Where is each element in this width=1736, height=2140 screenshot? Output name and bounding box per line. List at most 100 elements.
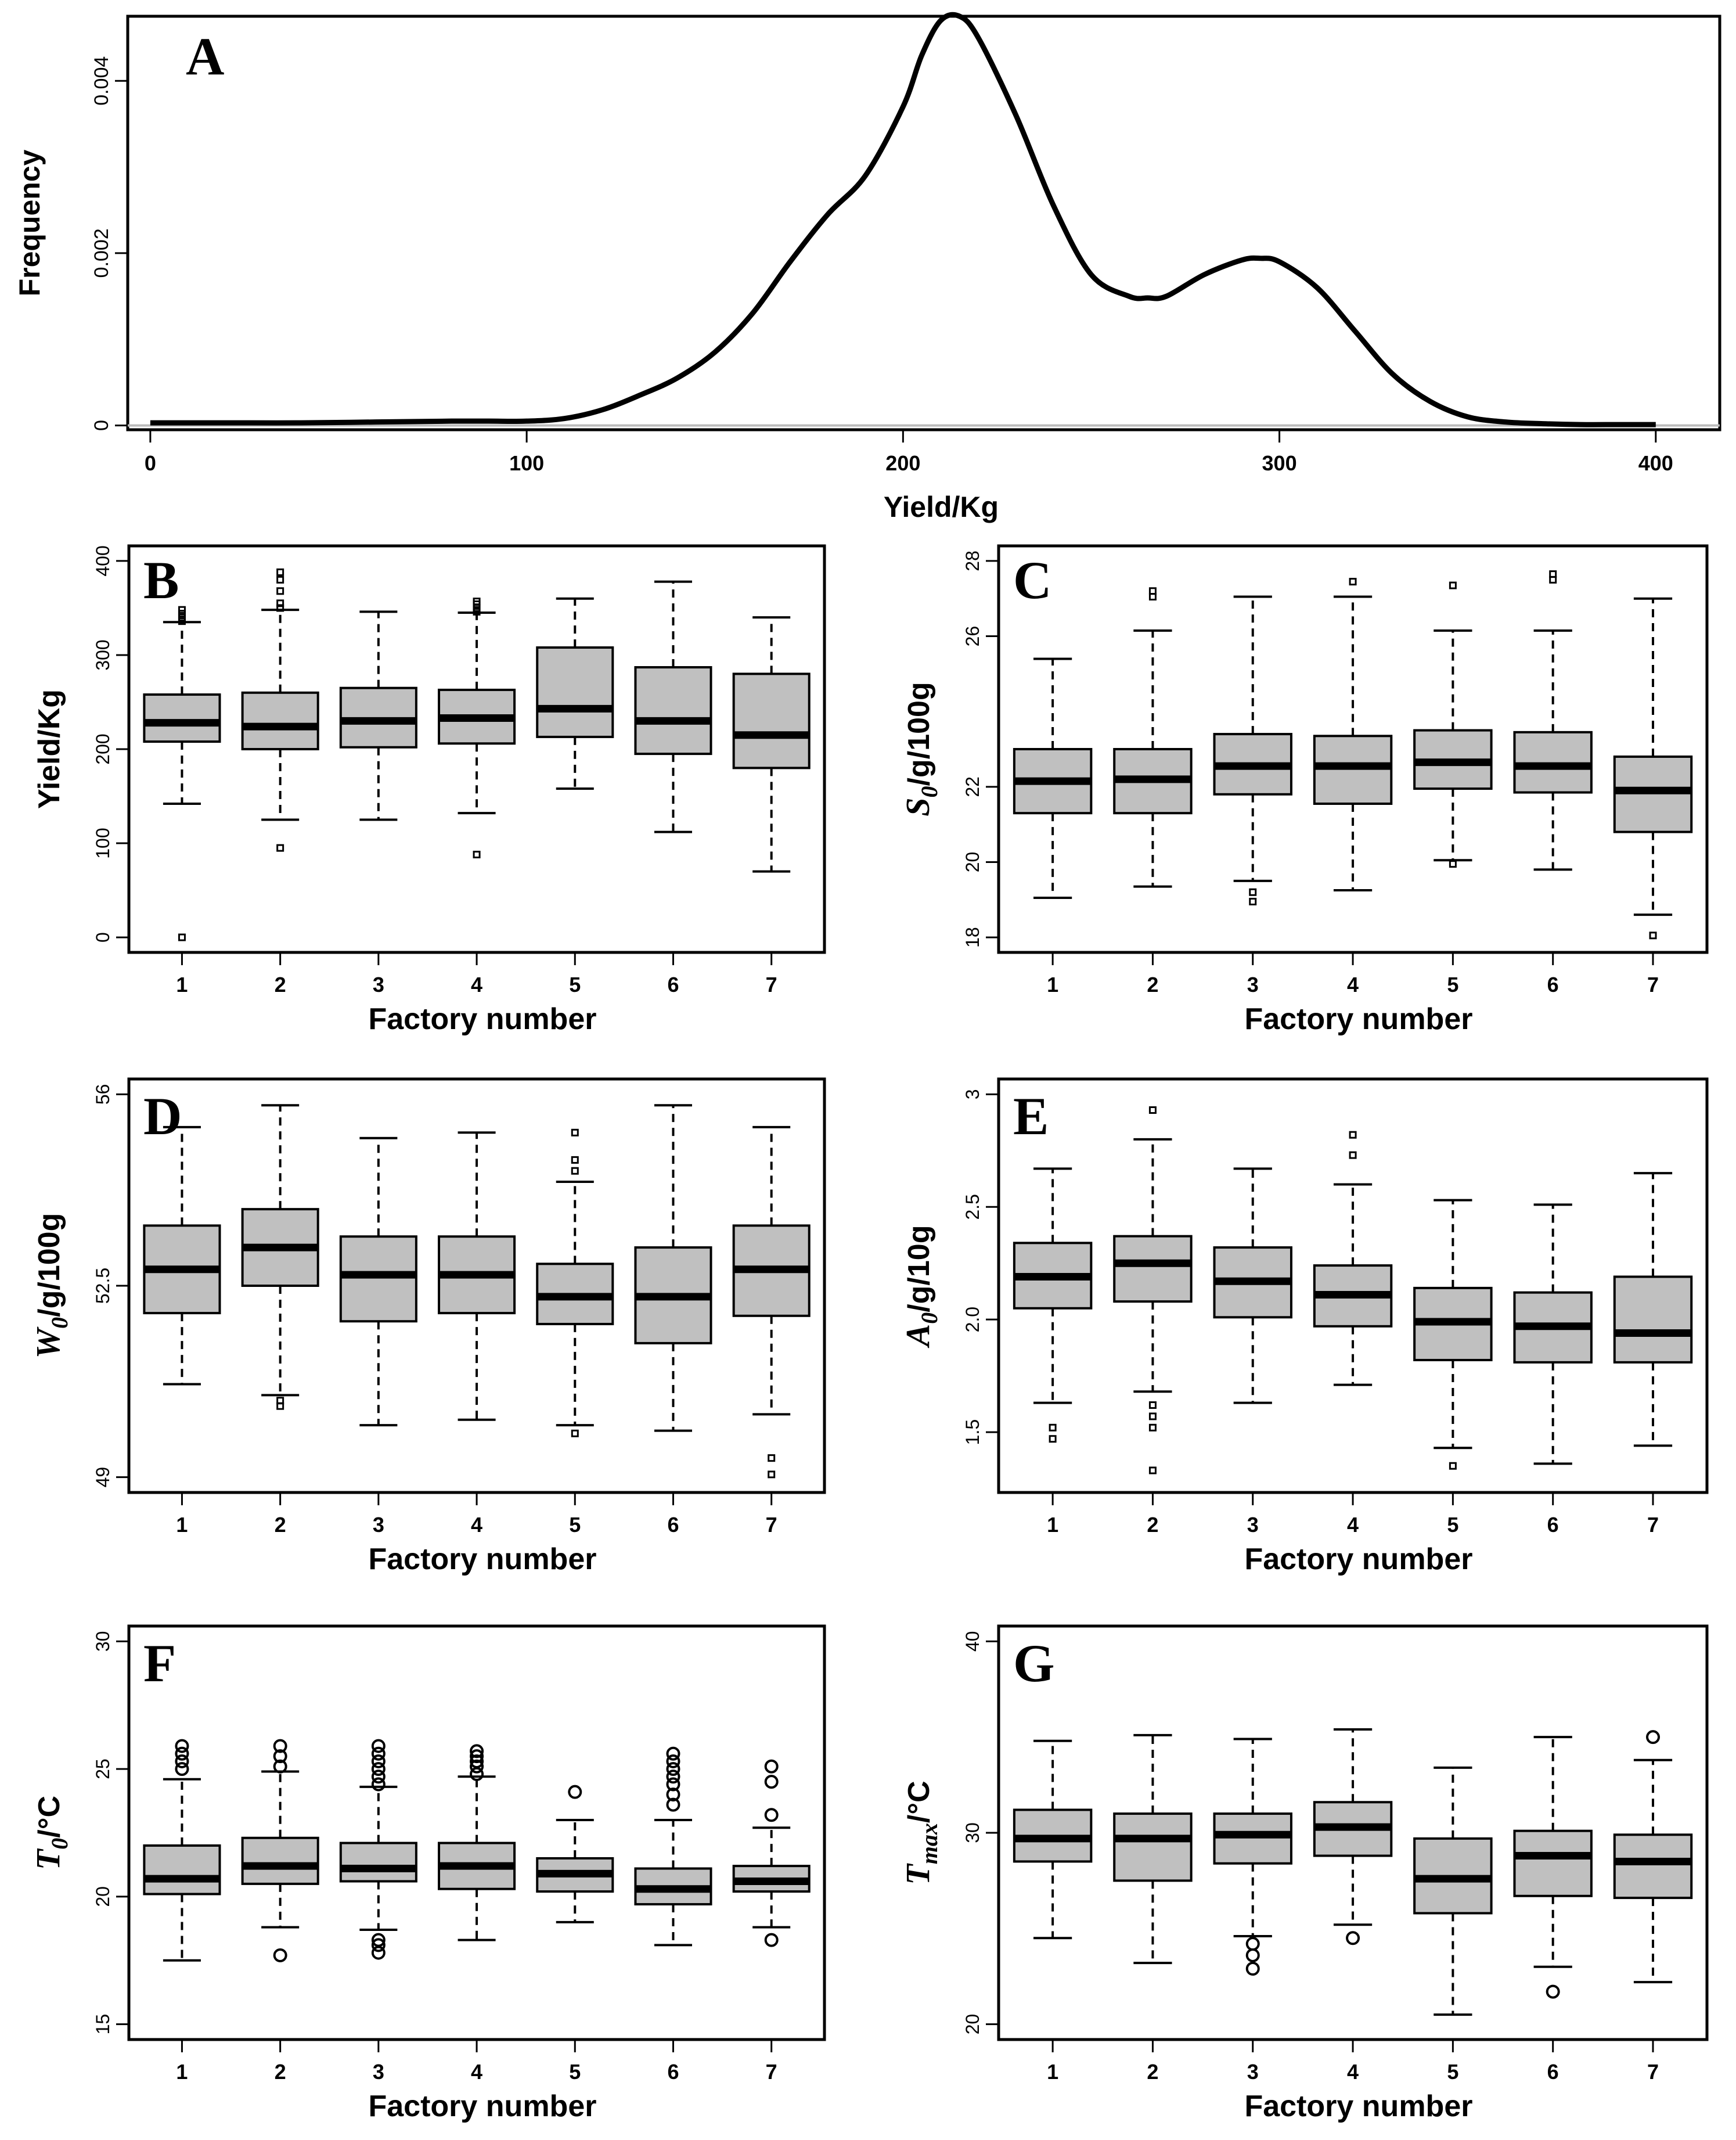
x-tick-label: 7 bbox=[766, 2060, 777, 2084]
iqr-box bbox=[1113, 1235, 1193, 1303]
x-tick-label: 2 bbox=[275, 2060, 286, 2084]
outlier-point bbox=[764, 1759, 779, 1774]
outlier-point bbox=[1449, 1462, 1457, 1470]
outlier-point bbox=[276, 576, 284, 584]
box-factory-5 bbox=[536, 1128, 614, 1437]
y-label-subscript: 0 bbox=[916, 786, 942, 797]
outlier-point bbox=[473, 850, 481, 858]
y-tick-label: 400 bbox=[92, 545, 113, 576]
x-tick-label: 4 bbox=[471, 1513, 482, 1537]
box-factory-2 bbox=[1113, 587, 1193, 888]
y-tick-label: 18 bbox=[962, 927, 983, 948]
y-axis-label: W0/g/100g bbox=[29, 1213, 73, 1359]
x-tick-label: 3 bbox=[373, 973, 384, 997]
x-axis-label: Factory number bbox=[1245, 1542, 1473, 1576]
y-label-symbol: T bbox=[899, 1863, 937, 1885]
y-tick-label: 2.5 bbox=[962, 1194, 983, 1220]
y-label-unit: /g/10g bbox=[902, 1225, 936, 1312]
y-tick-label: 20 bbox=[962, 852, 983, 873]
y-tick-label: 22 bbox=[962, 776, 983, 797]
x-tick-label: 2 bbox=[1147, 973, 1158, 997]
y-axis-label: Frequency bbox=[13, 149, 46, 296]
outlier-point bbox=[1346, 1931, 1360, 1945]
y-tick-label: 52.5 bbox=[92, 1268, 113, 1304]
outlier-point bbox=[273, 1948, 287, 1962]
iqr-box bbox=[732, 672, 811, 769]
outlier-point bbox=[273, 1739, 287, 1753]
x-axis-label: Factory number bbox=[369, 1542, 597, 1576]
y-label-unit: /°C bbox=[902, 1781, 936, 1823]
y-label-subscript: 0 bbox=[46, 1838, 73, 1850]
outlier-point bbox=[571, 1156, 579, 1164]
y-tick-label: 56 bbox=[92, 1084, 113, 1105]
outlier-point bbox=[571, 1167, 579, 1175]
outlier-point bbox=[1148, 587, 1157, 595]
outlier-point bbox=[666, 1746, 680, 1761]
y-label-unit: /g/100g bbox=[902, 682, 936, 786]
outlier-point bbox=[371, 1762, 386, 1776]
box-factory-7 bbox=[1613, 597, 1693, 940]
y-tick-label: 49 bbox=[92, 1467, 113, 1488]
outlier-point bbox=[571, 1429, 579, 1437]
y-tick-label: 0.002 bbox=[91, 228, 113, 278]
outlier-point bbox=[666, 1754, 680, 1768]
x-tick-label: 4 bbox=[1347, 1513, 1359, 1537]
box-factory-3 bbox=[339, 610, 417, 821]
x-tick-label: 200 bbox=[885, 451, 920, 475]
box-factory-7 bbox=[732, 1759, 811, 1947]
y-tick-label: 30 bbox=[962, 1822, 983, 1843]
y-tick-label: 15 bbox=[92, 2014, 113, 2035]
x-axis-label: Factory number bbox=[1245, 2089, 1473, 2123]
box-factory-6 bbox=[634, 580, 712, 833]
outlier-point bbox=[568, 1785, 582, 1799]
iqr-box bbox=[1613, 1833, 1693, 1900]
x-tick-label: 5 bbox=[569, 973, 581, 997]
outlier-point bbox=[764, 1808, 779, 1822]
panel-c: C 18 20 22 26 28 1 2 3 4 5 6 7 Factory number S0/g/100… bbox=[899, 544, 1709, 1036]
y-tick-label: 20 bbox=[962, 2014, 983, 2035]
box-factory-6 bbox=[1513, 570, 1593, 871]
box-factory-4 bbox=[1313, 1131, 1393, 1386]
y-label-subscript: 0 bbox=[916, 1312, 942, 1324]
x-tick-label: 3 bbox=[1247, 2060, 1259, 2084]
box-factory-7 bbox=[1613, 1730, 1693, 1984]
outlier-point bbox=[768, 1454, 776, 1462]
outlier-point bbox=[571, 1128, 579, 1136]
box-factory-3 bbox=[1213, 1167, 1292, 1404]
outlier-point bbox=[1546, 1984, 1560, 1999]
x-tick-label: 5 bbox=[1447, 1513, 1458, 1537]
iqr-box bbox=[339, 1235, 417, 1323]
box-factory-1 bbox=[1013, 1167, 1093, 1443]
y-axis-label: S0/g/100g bbox=[899, 682, 942, 816]
outlier-point bbox=[276, 599, 284, 607]
y-label-symbol: A bbox=[899, 1324, 937, 1348]
plot-frame bbox=[127, 1624, 826, 2041]
outlier-point bbox=[1245, 1937, 1260, 1951]
iqr-box bbox=[1613, 1275, 1693, 1364]
outlier-point bbox=[175, 1754, 189, 1768]
x-axis-label: Factory number bbox=[369, 1002, 597, 1036]
x-tick-label: 7 bbox=[1647, 2060, 1659, 2084]
x-tick-label: 1 bbox=[176, 1513, 188, 1537]
x-tick-label: 6 bbox=[667, 2060, 679, 2084]
panel-letter: B bbox=[143, 551, 179, 610]
outlier-point bbox=[1245, 1948, 1260, 1962]
box-factory-2 bbox=[241, 568, 319, 852]
x-tick-label: 7 bbox=[1647, 1513, 1659, 1537]
x-tick-label: 6 bbox=[1547, 973, 1559, 997]
x-axis-label: Factory number bbox=[369, 2089, 597, 2123]
box-factory-7 bbox=[732, 616, 811, 873]
y-tick-label: 300 bbox=[92, 639, 113, 670]
iqr-box bbox=[1513, 1829, 1593, 1897]
outlier-point bbox=[1349, 1131, 1357, 1139]
box-factory-1 bbox=[143, 1125, 221, 1386]
outlier-point bbox=[1249, 898, 1257, 905]
panel-letter: E bbox=[1013, 1087, 1049, 1146]
outlier-point bbox=[1349, 578, 1357, 586]
y-axis-label: Tmax/°C bbox=[899, 1781, 942, 1884]
panel-letter: D bbox=[143, 1087, 182, 1146]
x-tick-label: 5 bbox=[569, 1513, 581, 1537]
y-tick-label: 28 bbox=[962, 551, 983, 571]
x-tick-label: 7 bbox=[766, 1513, 777, 1537]
